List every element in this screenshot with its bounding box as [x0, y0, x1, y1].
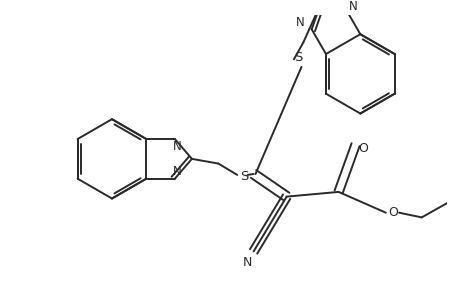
Text: S: S	[294, 51, 302, 64]
Text: N: N	[172, 165, 181, 178]
Text: N: N	[295, 16, 304, 29]
Text: O: O	[387, 206, 397, 219]
Text: S: S	[239, 170, 247, 183]
Text: N: N	[172, 140, 181, 153]
Text: O: O	[358, 142, 367, 155]
Text: N: N	[348, 0, 357, 13]
Text: N: N	[242, 256, 251, 269]
